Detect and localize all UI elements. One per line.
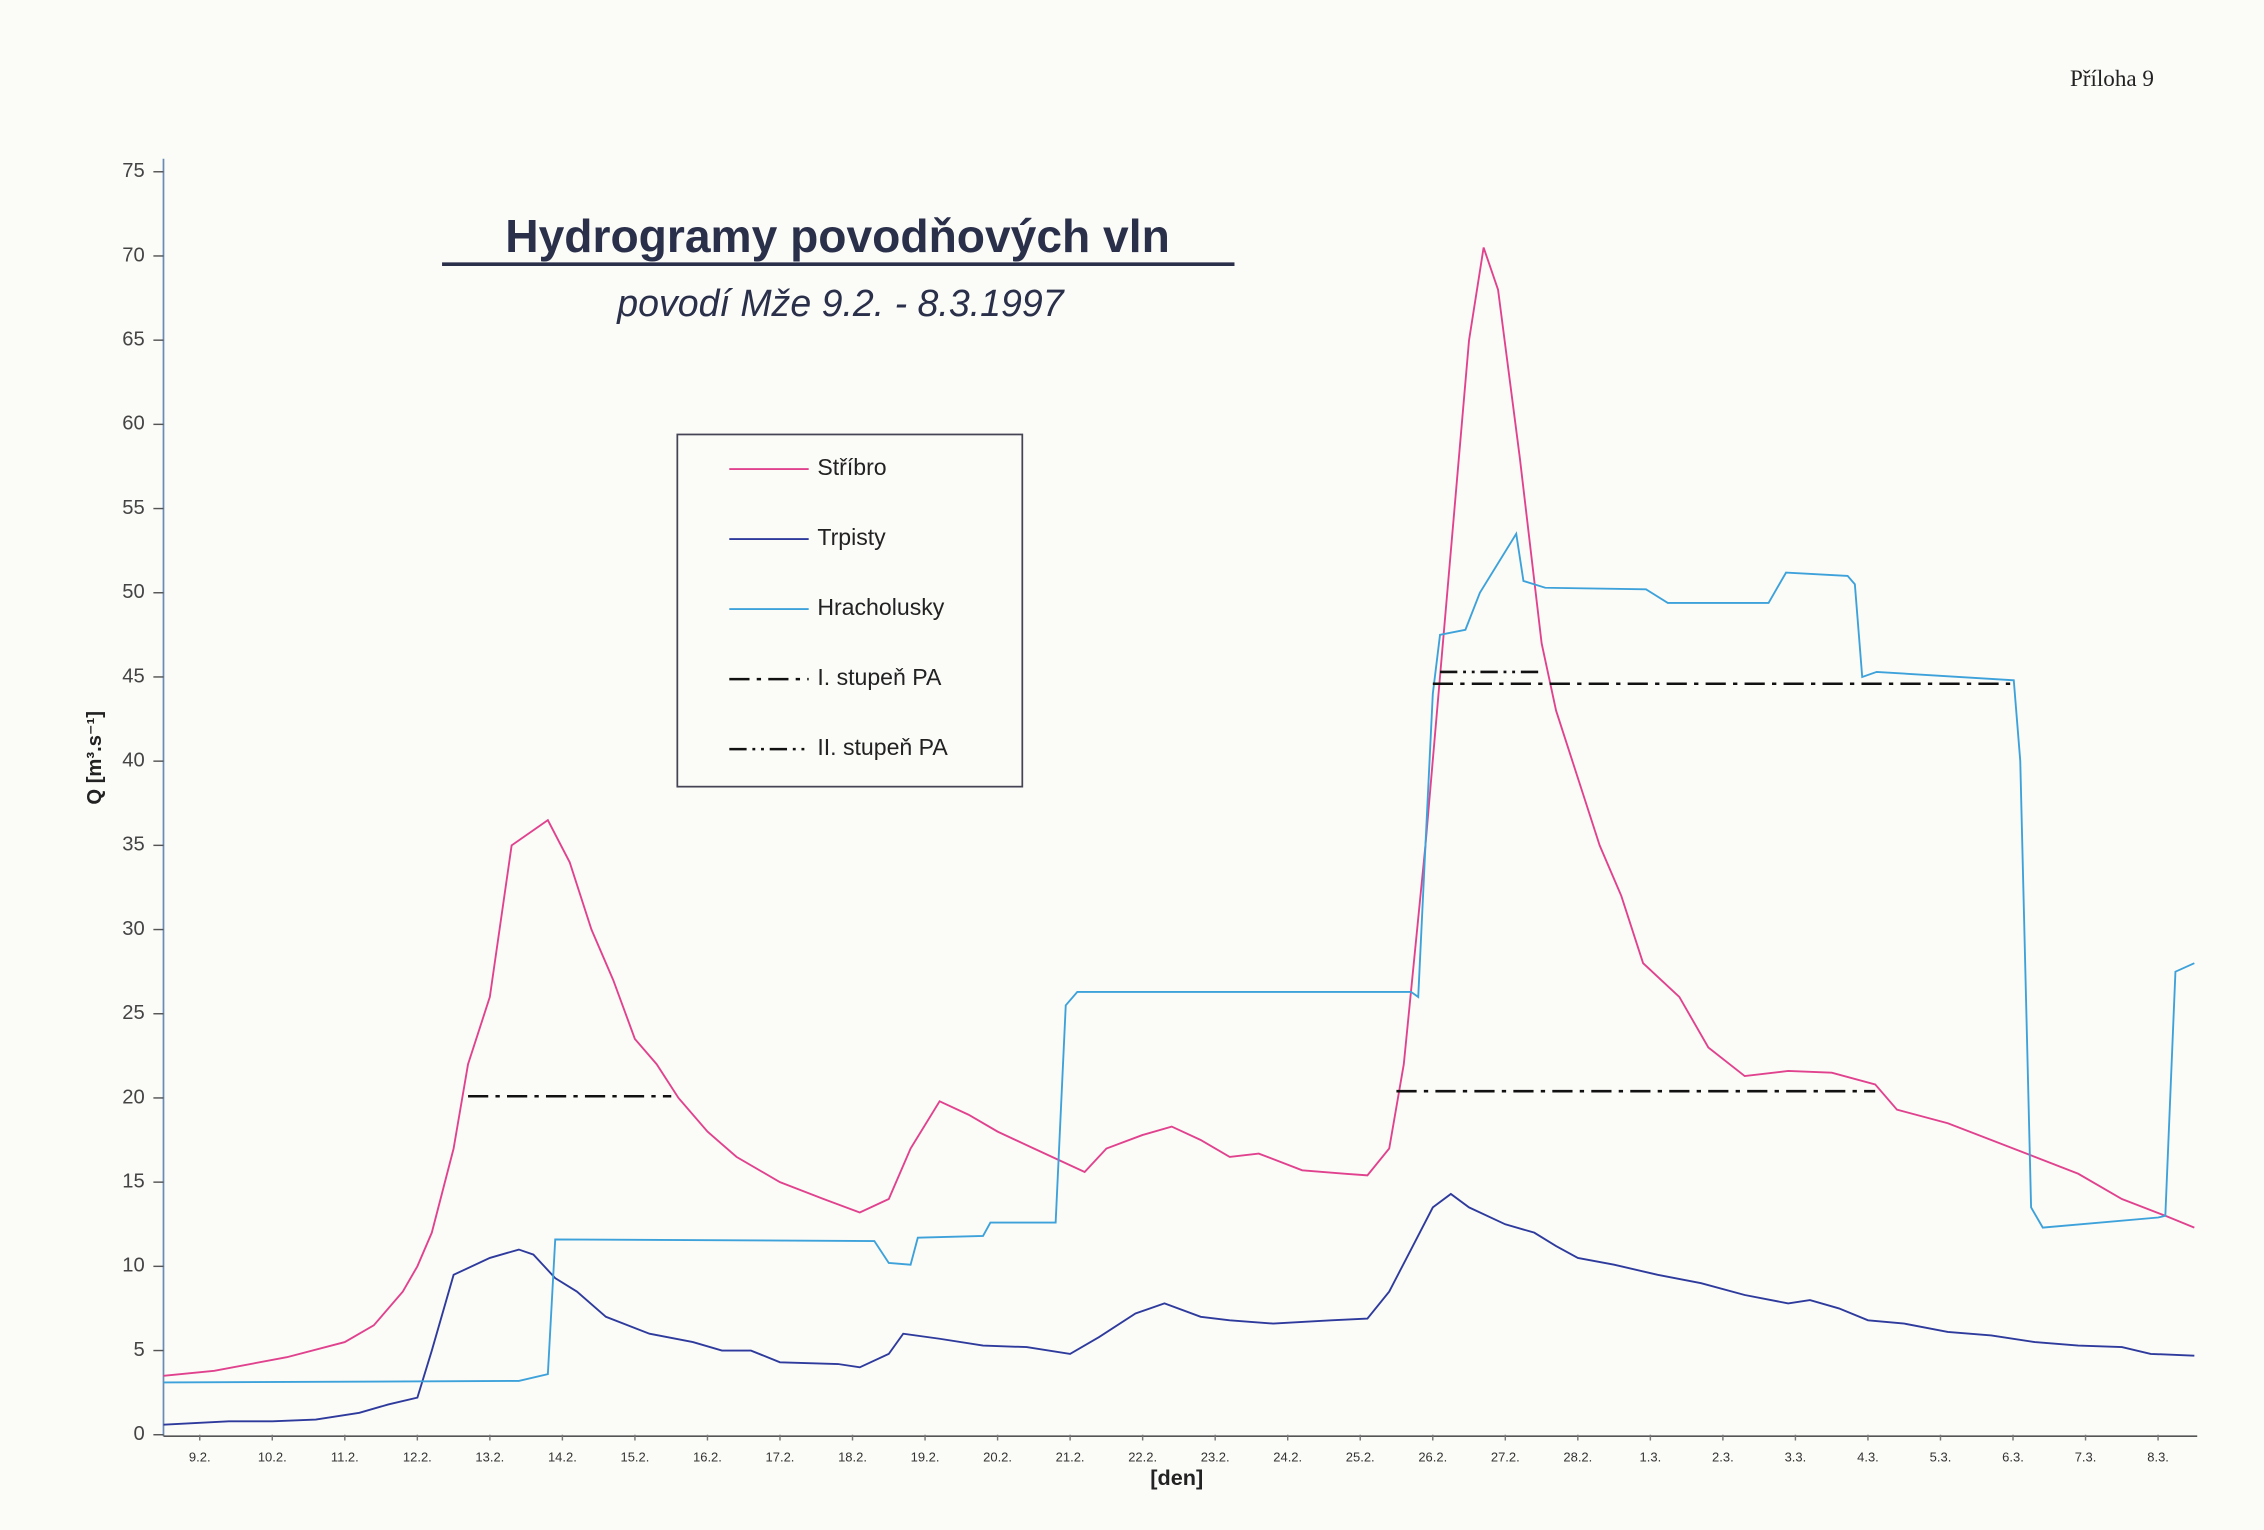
x-tick-label: 2.3. — [1712, 1449, 1734, 1464]
x-tick-label: 16.2. — [693, 1449, 722, 1464]
x-tick-label: 24.2. — [1273, 1449, 1302, 1464]
x-tick-label: 28.2. — [1563, 1449, 1592, 1464]
y-tick-label: 70 — [122, 244, 144, 266]
series-line — [468, 682, 2014, 1098]
x-tick-label: 23.2. — [1201, 1449, 1230, 1464]
x-tick-label: 15.2. — [620, 1449, 649, 1464]
legend-label: Hracholusky — [817, 594, 944, 620]
legend-label: II. stupeň PA — [817, 734, 948, 760]
y-tick-label: 0 — [133, 1423, 144, 1445]
y-tick-label: 25 — [122, 1002, 144, 1024]
y-tick-label: 35 — [122, 834, 144, 856]
y-tick-label: 50 — [122, 581, 144, 603]
x-tick-label: 8.3. — [2147, 1449, 2169, 1464]
x-tick-label: 9.2. — [189, 1449, 211, 1464]
x-tick-label: 13.2. — [475, 1449, 504, 1464]
x-tick-label: 20.2. — [983, 1449, 1012, 1464]
chart-subtitle: povodí Mže 9.2. - 8.3.1997 — [616, 282, 1065, 324]
x-tick-label: 27.2. — [1491, 1449, 1520, 1464]
y-tick-label: 45 — [122, 665, 144, 687]
y-tick-label: 30 — [122, 918, 144, 940]
x-tick-label: 7.3. — [2075, 1449, 2097, 1464]
x-tick-label: 4.3. — [1857, 1449, 1879, 1464]
x-tick-label: 11.2. — [331, 1449, 359, 1464]
legend-label: Stříbro — [817, 454, 886, 480]
annex-label: Příloha 9 — [2070, 65, 2154, 91]
y-tick-label: 5 — [133, 1339, 144, 1361]
series-line — [163, 531, 2195, 1384]
x-tick-label: 12.2. — [403, 1449, 432, 1464]
x-axis-label: [den] — [1150, 1465, 1203, 1490]
y-tick-label: 60 — [122, 413, 144, 435]
x-tick-label: 3.3. — [1785, 1449, 1807, 1464]
legend-label: Trpisty — [817, 524, 886, 550]
y-tick-label: 65 — [122, 329, 144, 351]
y-tick-label: 75 — [122, 160, 144, 182]
y-axis-label: Q [m³.s⁻¹] — [84, 711, 106, 805]
x-tick-label: 5.3. — [1930, 1449, 1952, 1464]
x-tick-label: 18.2. — [838, 1449, 867, 1464]
y-tick-label: 15 — [122, 1170, 144, 1192]
y-tick-label: 55 — [122, 497, 144, 519]
legend-label: I. stupeň PA — [817, 664, 942, 690]
x-tick-label: 6.3. — [2002, 1449, 2024, 1464]
x-tick-label: 10.2. — [258, 1449, 287, 1464]
series-line — [163, 247, 2195, 1377]
y-tick-label: 40 — [122, 749, 144, 771]
chart-title: Hydrogramy povodňových vln — [505, 210, 1170, 262]
x-tick-label: 22.2. — [1128, 1449, 1157, 1464]
legend — [676, 433, 1024, 788]
x-tick-label: 1.3. — [1640, 1449, 1662, 1464]
x-tick-label: 19.2. — [911, 1449, 940, 1464]
x-tick-label: 26.2. — [1418, 1449, 1447, 1464]
series-line — [163, 1192, 2195, 1426]
x-tick-label: 14.2. — [548, 1449, 577, 1464]
y-tick-label: 10 — [122, 1255, 144, 1277]
x-tick-label: 17.2. — [766, 1449, 795, 1464]
x-tick-label: 25.2. — [1346, 1449, 1375, 1464]
y-tick-label: 20 — [122, 1086, 144, 1108]
x-tick-label: 21.2. — [1056, 1449, 1085, 1464]
